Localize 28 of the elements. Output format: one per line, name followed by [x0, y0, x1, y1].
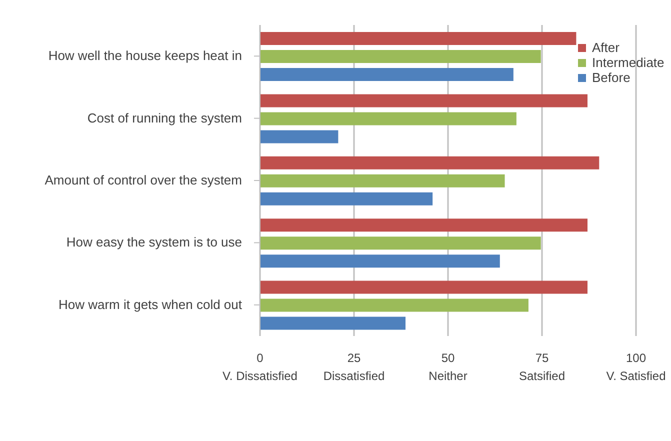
legend-label: Intermediate — [592, 55, 664, 70]
y-tick-label: Amount of control over the system — [44, 172, 242, 188]
bar — [260, 316, 406, 330]
bar — [260, 112, 516, 126]
y-tick-label: Cost of running the system — [87, 110, 242, 126]
bar — [260, 32, 576, 45]
y-tick-label: How easy the system is to use — [66, 234, 242, 250]
bar — [260, 94, 588, 108]
bar — [260, 298, 528, 312]
x-tick-label: 100 V. Satisfied — [606, 351, 666, 383]
bar — [260, 156, 600, 170]
bar — [260, 68, 514, 81]
bar — [260, 50, 541, 63]
bar — [260, 218, 588, 232]
x-tick-label: 75 Satsified — [518, 351, 566, 383]
legend-label: Before — [592, 70, 630, 85]
bar — [260, 130, 338, 144]
bar — [260, 174, 505, 188]
bar — [260, 236, 541, 250]
x-tick-label: 0 V. Dissatisfied — [222, 351, 298, 383]
y-tick-label: How warm it gets when cold out — [58, 296, 242, 312]
bar — [260, 254, 500, 268]
y-tick-label: How well the house keeps heat in — [48, 48, 242, 64]
x-tick-label: 50 Neither — [428, 351, 468, 383]
x-tick-label: 25 Dissatisfied — [323, 351, 385, 383]
legend-label: After — [592, 40, 620, 55]
bar — [260, 192, 433, 206]
bar — [260, 280, 588, 294]
